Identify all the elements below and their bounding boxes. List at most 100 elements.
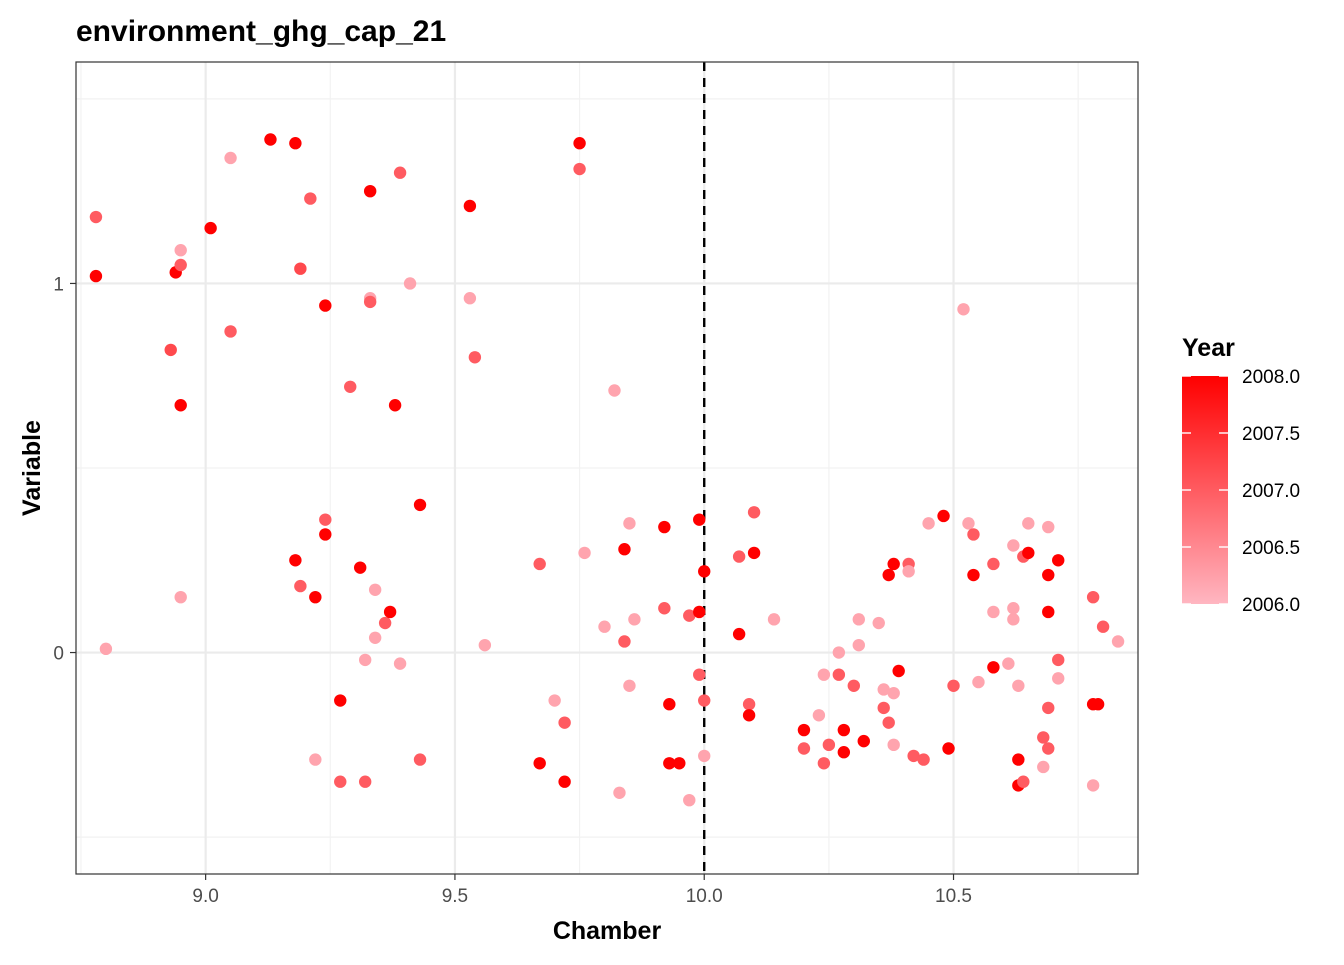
data-point xyxy=(1037,760,1050,774)
data-point xyxy=(204,221,217,235)
data-point xyxy=(812,709,826,722)
data-point xyxy=(413,753,427,766)
legend-tick-label: 2007.5 xyxy=(1242,424,1300,445)
legend: Year 2008.0 2007.5 2007.0 2006.5 2006.0 xyxy=(1182,334,1300,616)
data-point xyxy=(1042,520,1055,534)
data-point xyxy=(972,675,985,689)
data-point xyxy=(967,568,980,582)
data-point xyxy=(742,698,756,711)
legend-tick-label: 2008.0 xyxy=(1242,367,1300,388)
data-point xyxy=(987,557,1000,571)
data-point xyxy=(987,605,1000,619)
data-point xyxy=(817,668,831,681)
data-point xyxy=(608,384,621,397)
data-point xyxy=(732,627,746,641)
data-point xyxy=(578,546,591,560)
data-point xyxy=(478,638,492,652)
data-point xyxy=(917,753,930,766)
data-point xyxy=(1002,657,1015,670)
data-point xyxy=(852,613,865,626)
data-point xyxy=(907,749,920,763)
data-point xyxy=(294,579,307,593)
data-point xyxy=(368,631,382,644)
data-point xyxy=(164,343,177,357)
data-point xyxy=(289,137,302,150)
data-point xyxy=(1052,672,1065,685)
y-tick-label: 0 xyxy=(53,644,64,665)
data-point xyxy=(962,517,975,530)
data-point xyxy=(224,151,237,165)
data-point xyxy=(837,723,851,737)
legend-tick-label: 2006.0 xyxy=(1242,595,1300,616)
data-point xyxy=(817,757,831,770)
data-point xyxy=(698,749,711,763)
data-point xyxy=(289,554,302,567)
data-point xyxy=(334,775,347,788)
data-point xyxy=(618,635,631,648)
data-point xyxy=(942,742,955,755)
data-point xyxy=(463,292,477,305)
data-point xyxy=(847,679,861,692)
data-point xyxy=(1111,635,1125,648)
data-point xyxy=(264,133,277,146)
data-point xyxy=(698,565,711,578)
data-point xyxy=(174,590,187,604)
data-point xyxy=(1042,605,1055,619)
data-point xyxy=(683,609,696,622)
data-point xyxy=(857,734,870,748)
data-point xyxy=(698,694,711,707)
data-point xyxy=(872,616,885,630)
x-axis-title: Chamber xyxy=(553,917,662,945)
data-point xyxy=(1091,698,1105,711)
data-point xyxy=(623,517,636,530)
data-point xyxy=(558,716,571,729)
data-point xyxy=(892,664,905,678)
data-point xyxy=(693,605,706,619)
data-point xyxy=(1042,701,1055,715)
data-point xyxy=(1096,620,1110,633)
legend-tick-label: 2006.5 xyxy=(1242,538,1300,559)
chart-title: environment_ghg_cap_21 xyxy=(76,15,446,48)
x-tick-label: 10.0 xyxy=(686,886,723,907)
data-point xyxy=(319,513,332,526)
data-point xyxy=(628,613,641,626)
data-point xyxy=(353,561,367,574)
data-point xyxy=(309,590,322,604)
data-point xyxy=(1012,753,1025,766)
data-point xyxy=(319,299,332,312)
data-point xyxy=(1052,554,1065,567)
data-point xyxy=(693,513,706,526)
data-point xyxy=(1086,590,1100,604)
x-tick-label: 10.5 xyxy=(935,886,972,907)
y-axis-ticks: 01 xyxy=(53,274,76,665)
data-point xyxy=(797,723,811,737)
data-point xyxy=(663,698,676,711)
data-point xyxy=(887,557,900,571)
x-tick-label: 9.0 xyxy=(192,886,218,907)
data-point xyxy=(393,657,407,670)
data-point xyxy=(837,746,851,759)
data-point xyxy=(947,679,960,692)
data-point xyxy=(832,668,846,681)
x-axis-ticks: 9.0 9.5 10.0 10.5 xyxy=(192,874,972,907)
data-point xyxy=(742,709,756,722)
data-point xyxy=(797,742,811,755)
data-point xyxy=(683,793,696,807)
data-point xyxy=(877,701,890,715)
data-point xyxy=(1022,546,1035,560)
data-point xyxy=(852,638,865,652)
data-point xyxy=(388,399,402,412)
data-point xyxy=(832,646,846,659)
data-point xyxy=(1012,679,1025,692)
data-point xyxy=(463,199,477,213)
data-point xyxy=(658,520,671,534)
data-point xyxy=(877,683,890,696)
data-point xyxy=(1007,602,1020,615)
data-point xyxy=(174,258,187,272)
data-point xyxy=(822,738,836,752)
plot-border xyxy=(75,61,1139,875)
data-point xyxy=(413,498,427,512)
data-point xyxy=(174,244,187,257)
data-point xyxy=(767,613,781,626)
data-point xyxy=(673,757,686,770)
